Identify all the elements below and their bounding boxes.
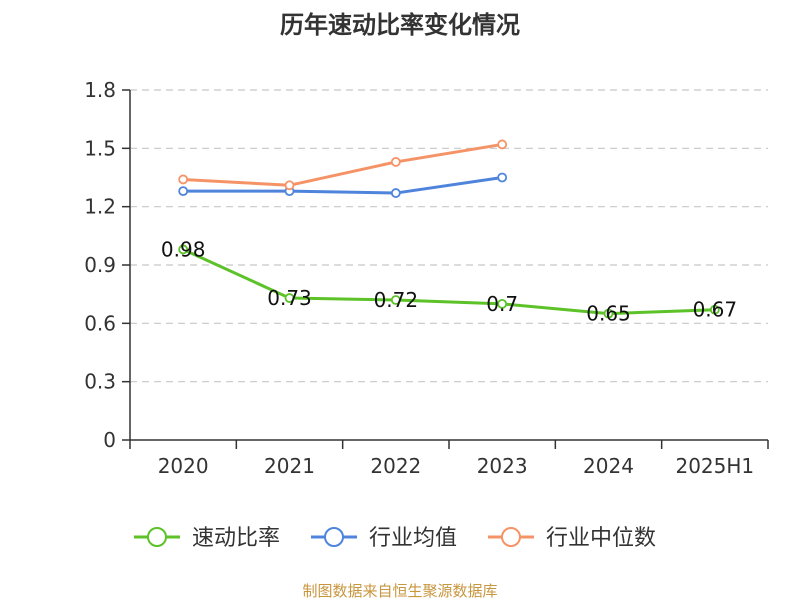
legend-marker <box>147 527 167 547</box>
y-tick-label: 1.8 <box>84 78 116 102</box>
data-label: 0.67 <box>693 298 738 322</box>
x-tick-label: 2025H1 <box>675 454 754 478</box>
data-point <box>497 172 508 183</box>
data-point <box>497 139 508 150</box>
legend-marker <box>501 527 521 547</box>
x-tick-label: 2021 <box>264 454 315 478</box>
plot-area: 0.98 0.73 0.72 0.7 0.65 0.67 <box>161 139 738 326</box>
series-line <box>183 142 503 187</box>
y-tick-label: 0 <box>103 428 116 452</box>
y-tick-label: 1.2 <box>84 195 116 219</box>
legend: 速动比率 行业均值 行业中位数 <box>134 526 656 551</box>
x-tick-label: 2022 <box>370 454 421 478</box>
chart-title: 历年速动比率变化情况 <box>280 11 520 39</box>
data-label: 0.73 <box>267 286 312 310</box>
data-point <box>178 174 189 185</box>
x-tick-label: 2020 <box>158 454 209 478</box>
gridlines <box>130 89 768 383</box>
data-point <box>497 298 508 309</box>
data-point <box>390 188 401 198</box>
y-tick-label: 0.9 <box>84 253 116 277</box>
x-tick-label: 2024 <box>583 454 634 478</box>
data-point <box>178 186 189 197</box>
data-point <box>284 293 295 303</box>
data-point <box>390 295 401 305</box>
data-label: 0.98 <box>161 237 206 261</box>
series-line <box>183 176 503 195</box>
data-point <box>178 244 189 255</box>
axes: 0 0.3 0.6 0.9 1.2 1.5 1.8 2020 2021 2022 2023 2024 2… <box>84 78 769 478</box>
source-note: 制图数据来自恒生聚源数据库 <box>302 582 497 600</box>
data-label: 0.65 <box>586 302 631 326</box>
data-point <box>284 180 295 191</box>
data-point <box>390 157 401 167</box>
y-tick-label: 0.3 <box>84 370 116 394</box>
series-line <box>182 248 715 316</box>
data-point <box>709 304 720 315</box>
y-tick-label: 1.5 <box>84 136 116 160</box>
legend-label: 行业均值 <box>369 526 457 551</box>
data-label: 0.7 <box>486 292 518 316</box>
y-tick-label: 0.6 <box>84 311 116 335</box>
legend-label: 速动比率 <box>192 526 280 551</box>
legend-marker <box>324 527 344 547</box>
data-label: 0.72 <box>374 288 419 312</box>
legend-label: 行业中位数 <box>546 526 656 551</box>
data-point <box>603 308 614 319</box>
x-tick-label: 2023 <box>477 454 528 478</box>
